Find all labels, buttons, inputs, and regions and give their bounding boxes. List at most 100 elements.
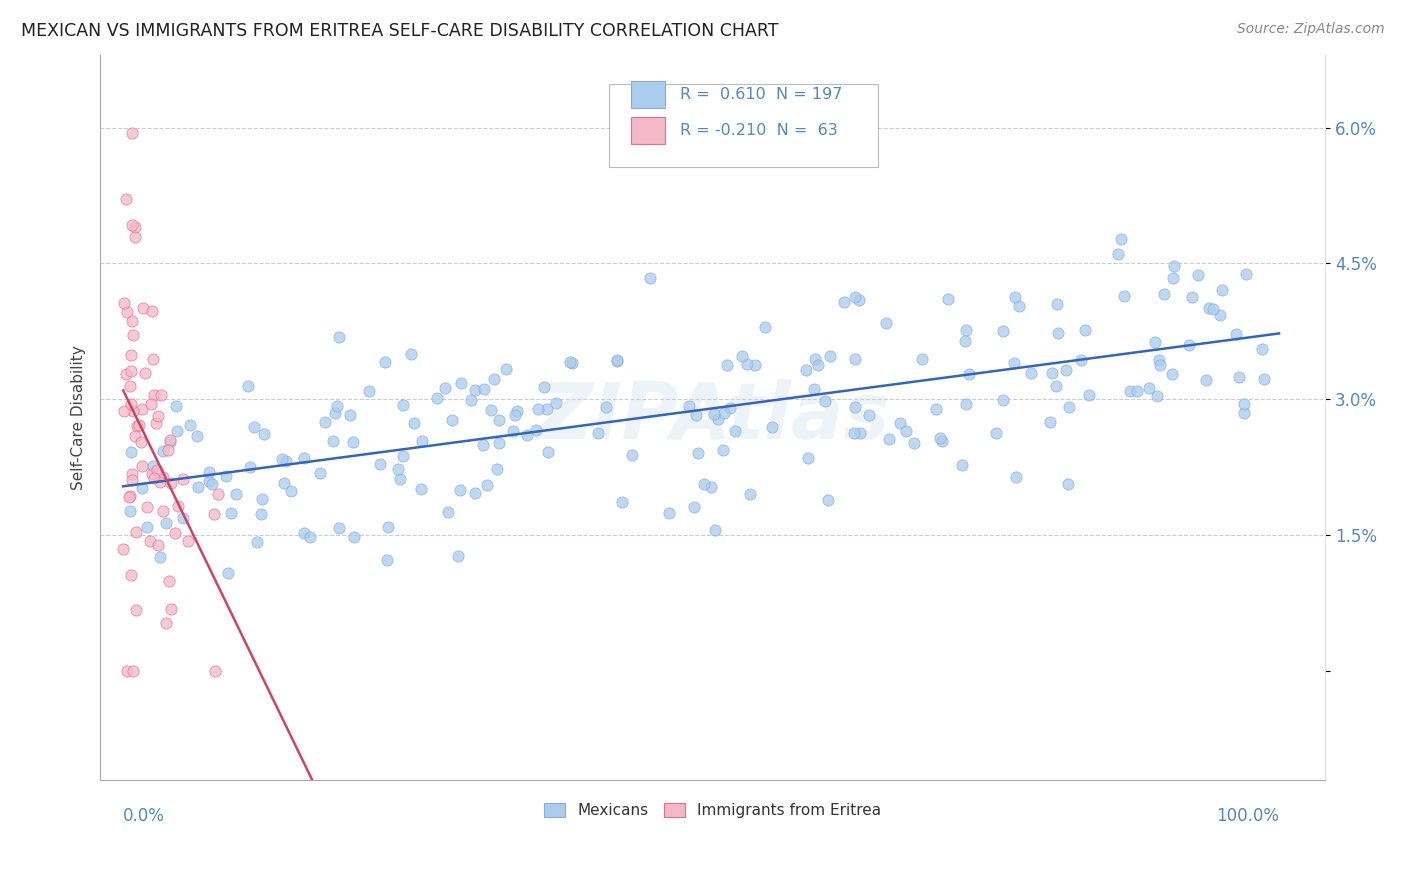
Point xyxy=(586,425,609,440)
Point xyxy=(1211,283,1233,297)
Point xyxy=(711,442,734,457)
FancyBboxPatch shape xyxy=(609,84,879,168)
Point xyxy=(141,304,163,318)
Text: MEXICAN VS IMMIGRANTS FROM ERITREA SELF-CARE DISABILITY CORRELATION CHART: MEXICAN VS IMMIGRANTS FROM ERITREA SELF-… xyxy=(21,22,779,40)
Point xyxy=(844,400,866,414)
Point xyxy=(844,351,866,366)
Point xyxy=(685,408,707,422)
Point xyxy=(754,319,776,334)
Point xyxy=(118,504,141,518)
Point xyxy=(1234,267,1257,281)
Point xyxy=(814,394,837,409)
Point xyxy=(464,384,486,398)
Point xyxy=(328,521,350,535)
Point xyxy=(460,392,482,407)
Point xyxy=(991,392,1014,407)
Point xyxy=(298,530,321,544)
Point xyxy=(225,487,247,501)
Point xyxy=(387,462,409,476)
Point xyxy=(803,382,825,396)
Point xyxy=(236,378,259,392)
Point xyxy=(198,465,221,479)
Point xyxy=(149,475,172,489)
Point xyxy=(139,534,162,549)
Point xyxy=(246,534,269,549)
Point xyxy=(148,409,170,423)
Point xyxy=(392,398,415,412)
Point xyxy=(1202,301,1225,316)
Point xyxy=(820,349,842,363)
Point xyxy=(125,525,148,540)
Point xyxy=(253,427,276,442)
Point xyxy=(1225,326,1247,341)
Point xyxy=(506,404,529,418)
Point xyxy=(165,399,187,413)
Point xyxy=(735,357,758,371)
Point xyxy=(219,506,242,520)
Point xyxy=(143,388,166,402)
Point xyxy=(849,426,872,441)
Point xyxy=(533,380,555,394)
Point xyxy=(561,356,583,370)
Point xyxy=(731,350,754,364)
Point xyxy=(620,448,643,462)
Point xyxy=(807,358,830,372)
Point xyxy=(704,523,727,537)
Point xyxy=(1039,415,1062,429)
Point xyxy=(274,454,297,468)
Point xyxy=(411,482,433,496)
Point xyxy=(120,363,142,377)
Point xyxy=(121,126,143,140)
Point xyxy=(343,530,366,544)
Point xyxy=(524,423,547,437)
Point xyxy=(125,602,148,616)
Point xyxy=(488,436,510,450)
Point xyxy=(115,664,138,678)
Point xyxy=(124,229,146,244)
Point xyxy=(149,387,172,401)
Point xyxy=(122,664,145,678)
Point xyxy=(595,400,617,414)
Point xyxy=(1187,268,1209,282)
Point xyxy=(120,348,142,362)
Point xyxy=(1195,373,1218,387)
Point xyxy=(479,402,502,417)
Point xyxy=(121,314,143,328)
Point xyxy=(1209,309,1232,323)
Point xyxy=(1008,299,1031,313)
Point xyxy=(482,372,505,386)
Point xyxy=(832,295,855,310)
Point xyxy=(1057,400,1080,414)
Point xyxy=(706,411,728,425)
Point xyxy=(1126,384,1149,399)
Point xyxy=(323,406,346,420)
Text: Source: ZipAtlas.com: Source: ZipAtlas.com xyxy=(1237,22,1385,37)
Point xyxy=(686,446,709,460)
Point xyxy=(700,479,723,493)
Point xyxy=(471,438,494,452)
Point xyxy=(112,296,135,310)
Bar xyxy=(631,117,665,145)
Point xyxy=(797,450,820,465)
Point xyxy=(953,334,976,348)
Point xyxy=(502,424,524,438)
Point xyxy=(120,489,142,503)
Point xyxy=(896,425,918,439)
Point xyxy=(143,470,166,484)
Point xyxy=(368,457,391,471)
Point xyxy=(1233,406,1256,420)
Y-axis label: Self-Care Disability: Self-Care Disability xyxy=(72,345,86,490)
Point xyxy=(166,499,188,513)
Legend: Mexicans, Immigrants from Eritrea: Mexicans, Immigrants from Eritrea xyxy=(537,797,887,824)
Point xyxy=(159,435,181,450)
Point xyxy=(243,419,266,434)
Point xyxy=(120,444,142,458)
Point xyxy=(314,415,336,429)
Point xyxy=(1253,372,1275,386)
Point xyxy=(124,429,146,443)
Point xyxy=(152,469,174,483)
Point xyxy=(1004,289,1026,303)
Point xyxy=(280,484,302,499)
Point xyxy=(112,542,135,557)
Point xyxy=(1056,476,1078,491)
